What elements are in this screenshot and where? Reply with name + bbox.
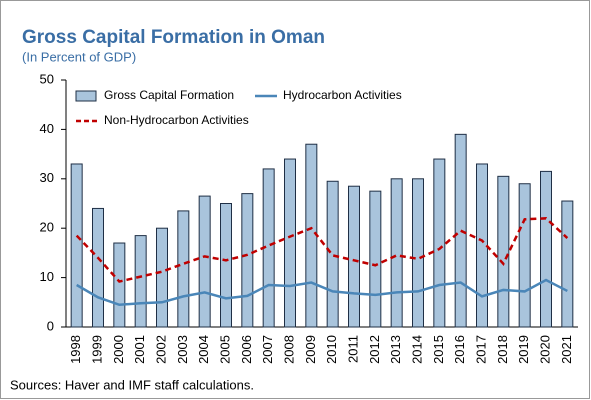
- x-tick-label: 2005: [217, 335, 232, 364]
- bar: [454, 133, 467, 328]
- x-tick-label: 2019: [516, 335, 531, 364]
- y-tick-label: 20: [40, 220, 54, 235]
- x-tick-label: 2014: [409, 335, 424, 364]
- chart-subtitle: (In Percent of GDP): [22, 49, 136, 64]
- x-tick-label: 2001: [132, 335, 147, 364]
- bar: [241, 193, 254, 328]
- bar: [113, 242, 126, 328]
- bar: [70, 163, 83, 328]
- bar: [305, 143, 318, 328]
- bar: [134, 235, 147, 328]
- bar: [326, 180, 339, 328]
- bar: [156, 227, 168, 328]
- bar: [518, 183, 531, 328]
- series-line: [75, 217, 569, 283]
- x-tick-label: 2015: [431, 335, 446, 364]
- x-tick-label: 2020: [537, 335, 552, 364]
- x-tick-label: 2017: [473, 335, 488, 364]
- y-tick-label: 0: [47, 318, 54, 333]
- x-tick-label: 2018: [495, 335, 510, 364]
- bar: [369, 190, 382, 328]
- x-tick-label: 2016: [452, 335, 467, 364]
- bar: [198, 195, 211, 328]
- bar: [284, 158, 296, 328]
- x-tick-label: 2013: [388, 335, 403, 364]
- bar: [92, 207, 104, 328]
- x-tick-label: 2012: [367, 335, 382, 364]
- y-tick-label: 10: [40, 269, 54, 284]
- x-tick-label: 2008: [281, 335, 296, 364]
- bar: [433, 158, 446, 328]
- x-tick-label: 1999: [89, 335, 104, 364]
- x-tick-label: 2010: [324, 335, 339, 364]
- legend-label: Gross Capital Formation: [104, 88, 234, 102]
- legend-label: Hydrocarbon Activities: [283, 88, 402, 102]
- legend-label: Non-Hydrocarbon Activities: [104, 113, 249, 127]
- bar: [540, 170, 552, 328]
- bar: [390, 178, 403, 328]
- y-tick-label: 40: [40, 121, 54, 136]
- bar: [561, 200, 574, 328]
- bar: [476, 163, 488, 328]
- x-tick-label: 2006: [239, 335, 254, 364]
- x-tick-label: 2011: [345, 335, 360, 363]
- bar: [412, 178, 424, 328]
- y-tick-label: 50: [40, 71, 54, 86]
- x-tick-label: 2009: [303, 335, 318, 364]
- x-tick-label: 2004: [196, 335, 211, 364]
- bar: [220, 203, 232, 328]
- bar: [497, 175, 510, 328]
- bar: [177, 210, 190, 328]
- y-tick-label: 30: [40, 170, 54, 185]
- x-tick-label: 1998: [68, 335, 83, 364]
- source-note: Sources: Haver and IMF staff calculation…: [10, 377, 254, 392]
- x-tick-label: 2003: [175, 335, 190, 364]
- chart-title: Gross Capital Formation in Oman: [22, 27, 325, 48]
- x-tick-label: 2000: [111, 335, 126, 364]
- x-tick-label: 2021: [559, 335, 574, 364]
- bar: [348, 185, 360, 328]
- series-line: [76, 278, 568, 307]
- legend-swatch: [75, 90, 97, 102]
- x-tick-label: 2002: [153, 335, 168, 364]
- x-tick-label: 2007: [260, 335, 275, 364]
